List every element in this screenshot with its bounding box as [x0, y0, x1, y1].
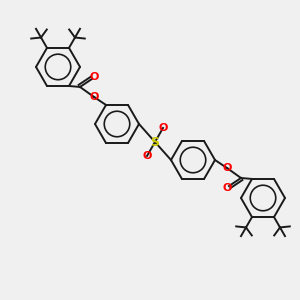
- Text: O: O: [222, 163, 232, 173]
- Text: S: S: [151, 136, 160, 148]
- Text: O: O: [222, 183, 232, 193]
- Text: O: O: [89, 92, 99, 102]
- Text: O: O: [89, 72, 99, 82]
- Text: O: O: [158, 123, 168, 133]
- Text: O: O: [142, 151, 152, 161]
